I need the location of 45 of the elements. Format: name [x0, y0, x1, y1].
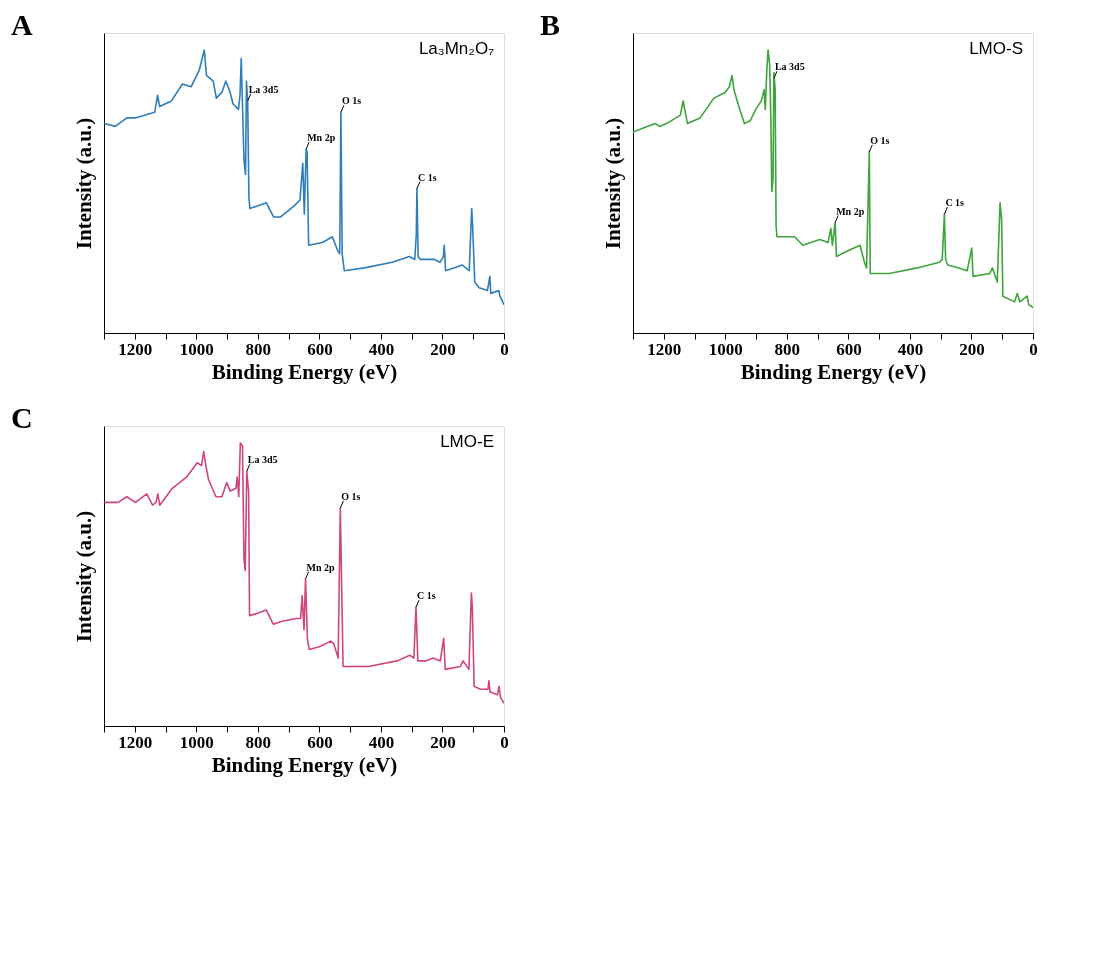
y-axis-title: Intensity (a.u.)	[600, 117, 625, 250]
annotation: C 1s	[417, 590, 436, 602]
x-tick-label: 200	[430, 732, 456, 752]
x-axis-title: Binding Energy (eV)	[740, 359, 927, 384]
annotation: LMO-E	[440, 432, 494, 451]
x-axis-title: Binding Energy (eV)	[211, 359, 398, 384]
x-tick-label: 1200	[118, 732, 153, 752]
x-tick-label: 1000	[179, 339, 214, 359]
x-tick-label: 1200	[118, 339, 153, 359]
chart-title: A	[11, 8, 33, 41]
annotation: O 1s	[870, 134, 890, 146]
annotation: Mn 2p	[836, 205, 865, 217]
x-tick-label: 400	[897, 339, 924, 359]
annotation: Mn 2p	[307, 132, 336, 144]
x-tick-label: 800	[245, 732, 272, 752]
x-tick-label: 800	[774, 339, 801, 359]
x-tick-label: 200	[959, 339, 985, 359]
x-tick-label: 0	[1029, 339, 1038, 359]
x-tick-label: 600	[836, 339, 862, 359]
x-tick-label: 0	[500, 732, 509, 752]
x-tick-label: 1000	[708, 339, 743, 359]
y-axis-title: Intensity (a.u.)	[71, 117, 96, 250]
x-tick-label: 1000	[179, 732, 214, 752]
chart-title: B	[540, 8, 561, 41]
x-tick-label: 600	[307, 732, 333, 752]
annotation: Mn 2p	[306, 561, 336, 573]
chart-title: C	[11, 401, 33, 434]
x-tick-label: 800	[245, 339, 272, 359]
annotation: La₃Mn₂O₇	[418, 39, 495, 58]
annotation: La 3d5	[247, 454, 278, 466]
annotation: O 1s	[341, 95, 362, 107]
annotation: La 3d5	[774, 61, 805, 73]
annotation: LMO-S	[969, 39, 1023, 58]
x-axis-title: Binding Energy (eV)	[211, 752, 398, 777]
annotation: O 1s	[341, 491, 361, 503]
x-tick-label: 200	[430, 339, 456, 359]
x-tick-label: 400	[368, 732, 395, 752]
x-tick-label: 400	[368, 339, 395, 359]
annotation: C 1s	[417, 171, 437, 183]
x-tick-label: 1200	[647, 339, 682, 359]
annotation: C 1s	[945, 197, 965, 209]
annotation: La 3d5	[248, 83, 279, 95]
y-axis-title: Intensity (a.u.)	[71, 510, 96, 643]
x-tick-label: 600	[307, 339, 333, 359]
x-tick-label: 0	[500, 339, 509, 359]
